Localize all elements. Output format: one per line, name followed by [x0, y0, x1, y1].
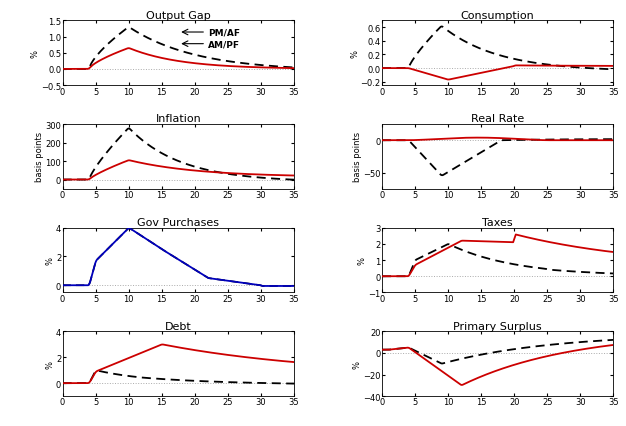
Title: Primary Surplus: Primary Surplus: [453, 321, 542, 331]
Title: Real Rate: Real Rate: [471, 114, 525, 124]
Title: Gov Purchases: Gov Purchases: [137, 217, 219, 227]
Title: Consumption: Consumption: [461, 11, 535, 20]
Y-axis label: %: %: [46, 256, 54, 265]
Y-axis label: basis points: basis points: [352, 132, 362, 182]
Title: Debt: Debt: [165, 321, 192, 331]
Text: AM/PF: AM/PF: [208, 40, 240, 49]
Text: PM/AF: PM/AF: [208, 29, 240, 37]
Title: Taxes: Taxes: [483, 217, 513, 227]
Y-axis label: %: %: [350, 49, 359, 58]
Title: Output Gap: Output Gap: [146, 11, 211, 20]
Y-axis label: %: %: [31, 49, 39, 58]
Y-axis label: %: %: [352, 360, 362, 368]
Y-axis label: %: %: [358, 256, 367, 265]
Y-axis label: %: %: [46, 360, 54, 368]
Title: Inflation: Inflation: [155, 114, 201, 124]
Y-axis label: basis points: basis points: [35, 132, 44, 182]
